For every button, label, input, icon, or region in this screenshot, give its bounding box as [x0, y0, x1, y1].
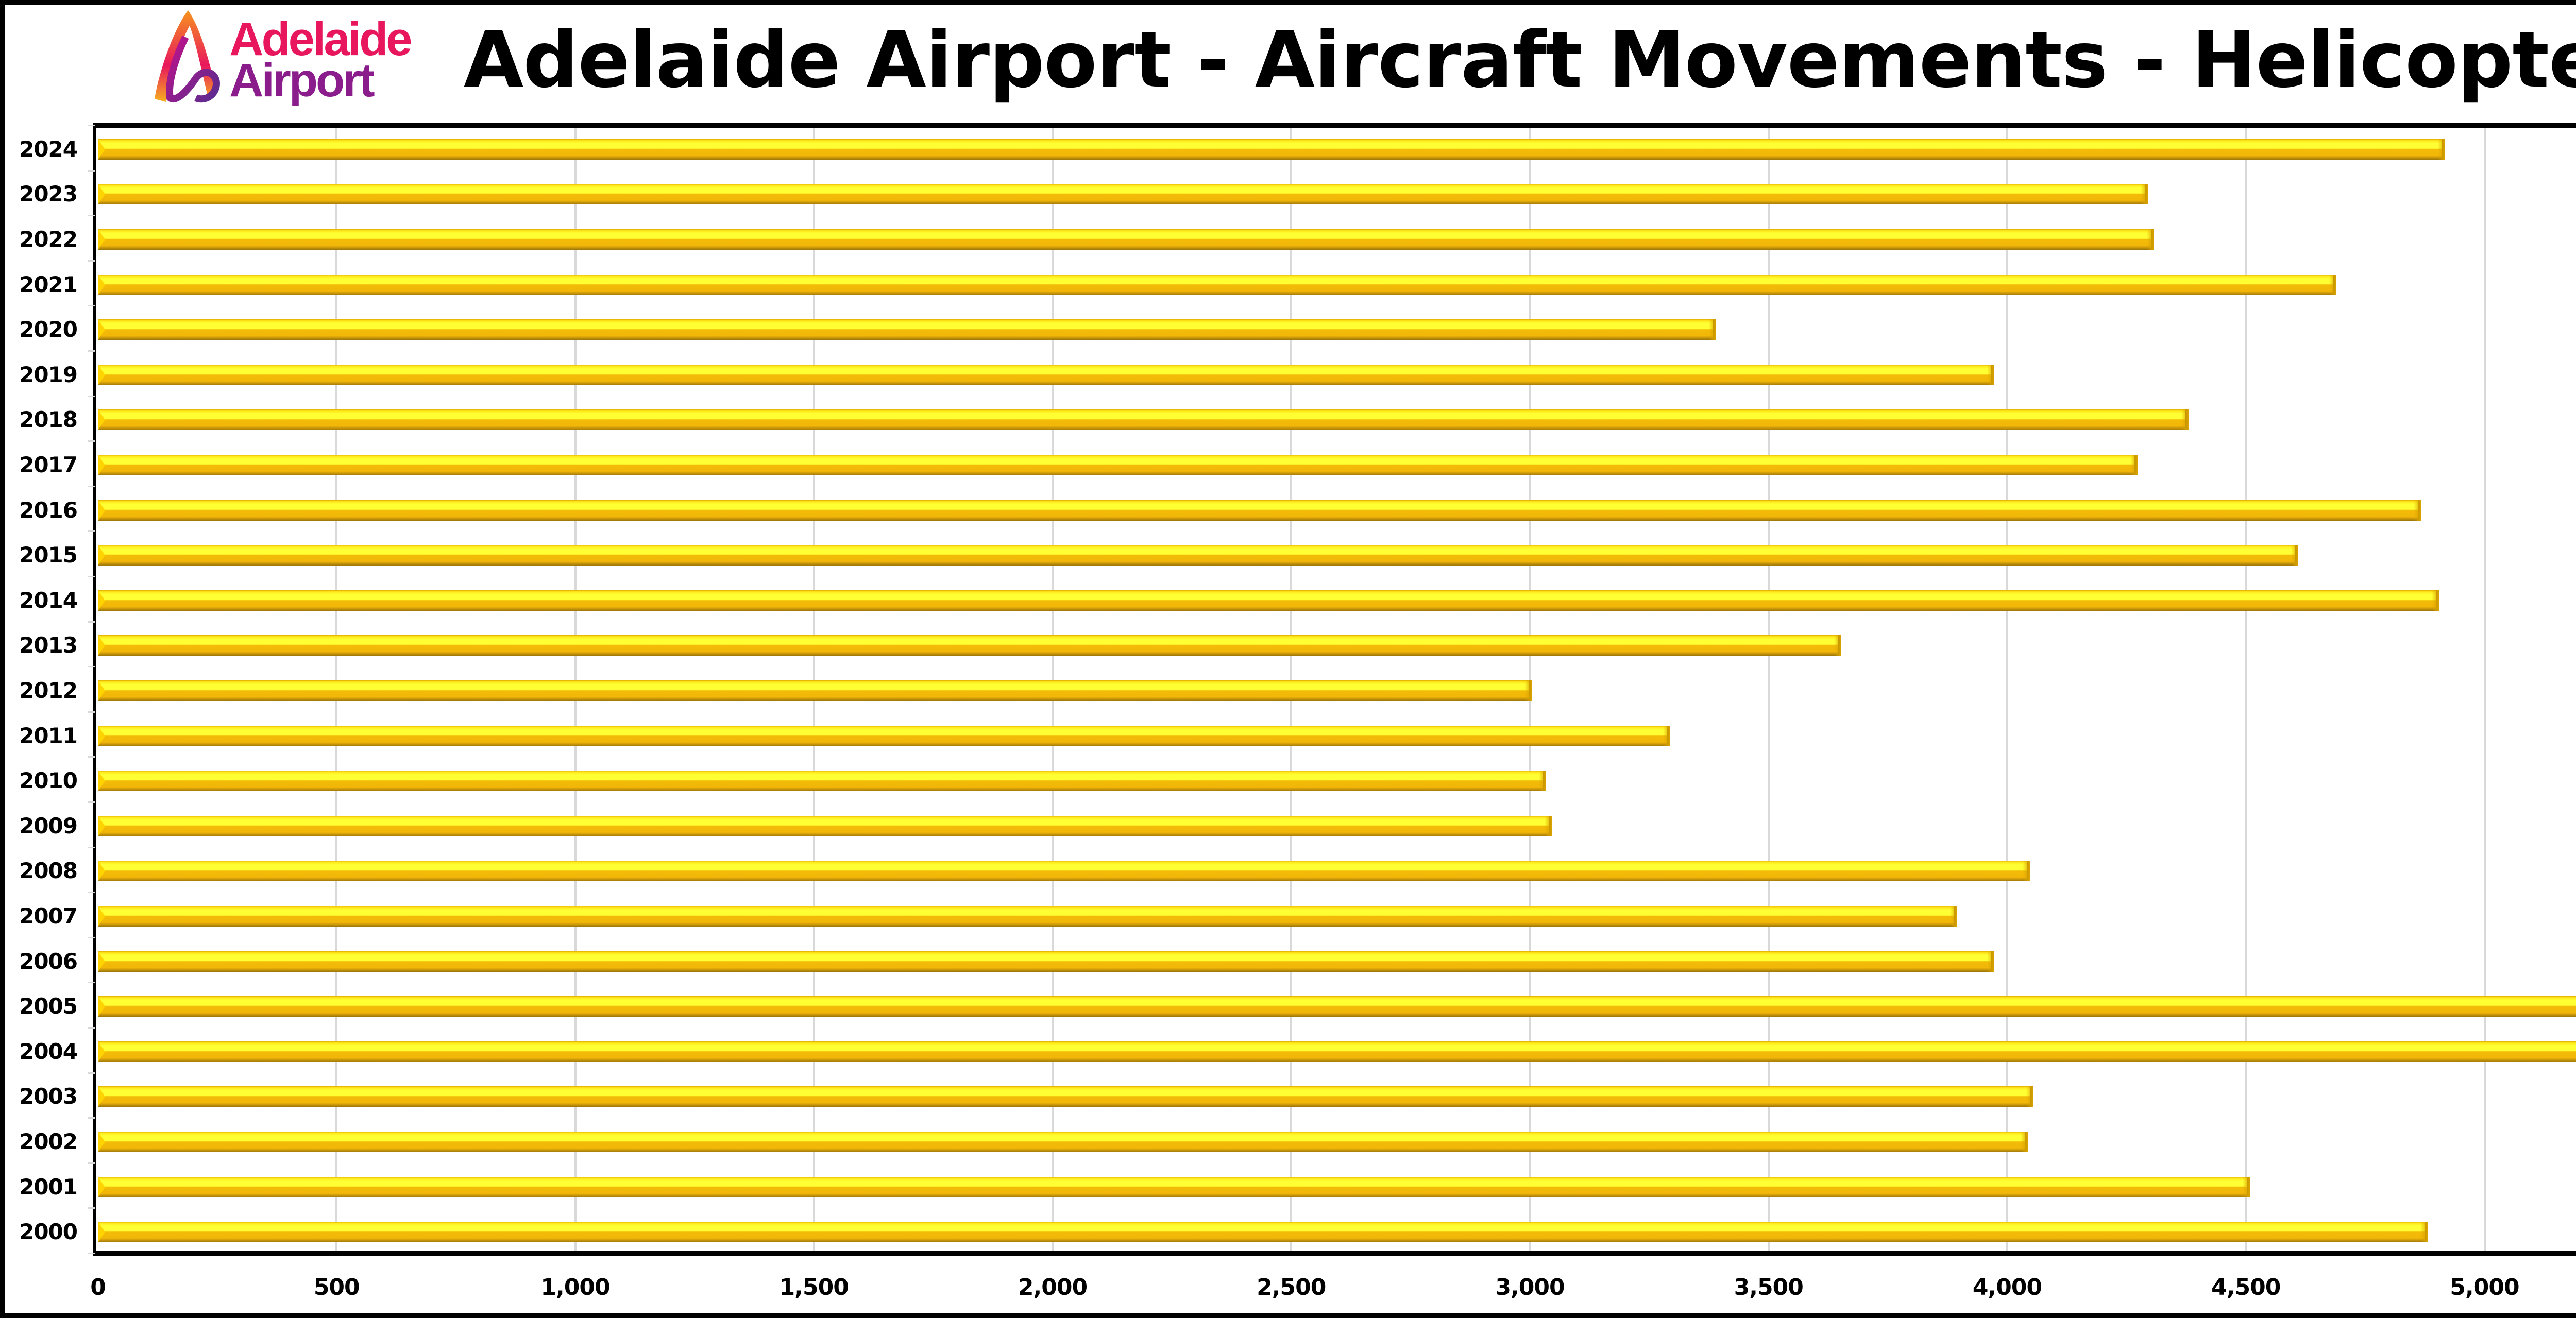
y-category-label: 2024 [19, 136, 78, 162]
y-tick-mark [88, 440, 95, 442]
y-tick-mark [88, 1253, 95, 1254]
y-tick-mark [88, 1072, 95, 1074]
y-tick-mark [88, 530, 95, 533]
x-tick-label: 4,000 [1972, 1274, 2042, 1300]
bar-2014[interactable] [98, 590, 2439, 611]
y-category-label: 2010 [19, 768, 78, 794]
y-tick-mark [88, 846, 95, 848]
y-category-label: 2008 [19, 858, 78, 884]
bar-2017[interactable] [98, 455, 2138, 475]
y-tick-mark [88, 576, 95, 577]
y-tick-mark [88, 666, 95, 668]
y-tick-mark [88, 260, 95, 262]
y-tick-mark [88, 350, 95, 352]
bar-2023[interactable] [98, 184, 2148, 205]
y-tick-mark [88, 892, 95, 894]
y-category-label: 2003 [19, 1084, 78, 1109]
bar-2012[interactable] [98, 680, 1532, 701]
y-category-label: 2002 [19, 1129, 78, 1154]
adelaide-airport-logo: Adelaide Airport [139, 6, 428, 109]
x-tick-label: 500 [313, 1274, 360, 1300]
y-tick-mark [88, 485, 95, 487]
y-category-label: 2015 [19, 542, 78, 568]
y-category-label: 2007 [19, 903, 78, 929]
y-category-label: 2022 [19, 227, 78, 252]
x-tick-label: 0 [90, 1274, 106, 1300]
y-tick-mark [88, 1207, 95, 1209]
logo-text-airport: Airport [229, 54, 375, 107]
chart-title: Adelaide Airport - Aircraft Movements - … [464, 15, 2576, 105]
y-category-label: 2017 [19, 452, 78, 477]
x-tick-label: 1,000 [540, 1274, 610, 1300]
y-tick-mark [88, 1162, 95, 1164]
y-category-label: 2009 [19, 813, 78, 838]
bar-2018[interactable] [98, 409, 2189, 431]
y-category-label: 2023 [19, 181, 78, 207]
y-tick-mark [88, 125, 95, 126]
logo-text-adelaide: Adelaide [229, 13, 412, 65]
y-category-label: 2021 [19, 271, 78, 297]
y-category-label: 2011 [19, 723, 78, 748]
bar-2006[interactable] [98, 951, 1994, 972]
y-tick-mark [88, 215, 95, 217]
y-category-label: 2013 [19, 632, 78, 658]
gridline [2483, 128, 2486, 1251]
bar-2015[interactable] [98, 545, 2299, 566]
y-category-label: 2020 [19, 317, 78, 343]
y-category-label: 2012 [19, 678, 78, 703]
y-tick-mark [88, 305, 95, 307]
bar-2021[interactable] [98, 274, 2337, 295]
bar-2001[interactable] [98, 1176, 2250, 1197]
bar-2004[interactable] [98, 1041, 2576, 1062]
bar-2013[interactable] [98, 635, 1841, 656]
y-tick-mark [88, 801, 95, 803]
bar-2003[interactable] [98, 1086, 2033, 1107]
bar-2024[interactable] [98, 139, 2445, 160]
x-tick-label: 2,000 [1018, 1274, 1088, 1300]
gridline [1767, 128, 1770, 1251]
bar-2020[interactable] [98, 319, 1716, 340]
y-category-label: 2001 [19, 1174, 78, 1200]
x-tick-label: 1,500 [779, 1274, 849, 1300]
y-tick-mark [88, 395, 95, 397]
y-category-label: 2006 [19, 948, 78, 974]
y-tick-mark [88, 621, 95, 623]
bar-2011[interactable] [98, 725, 1670, 746]
bar-2007[interactable] [98, 906, 1957, 927]
gridline [2245, 128, 2247, 1251]
x-tick-label: 4,500 [2211, 1274, 2281, 1300]
y-category-label: 2014 [19, 587, 78, 613]
bar-2000[interactable] [98, 1222, 2428, 1243]
gridline [2006, 128, 2008, 1251]
y-tick-mark [88, 982, 95, 984]
y-category-label: 2004 [19, 1038, 78, 1064]
y-tick-mark [88, 756, 95, 758]
y-category-label: 2018 [19, 407, 78, 433]
bar-2002[interactable] [98, 1132, 2028, 1152]
y-tick-mark [88, 169, 95, 172]
bar-2008[interactable] [98, 861, 2030, 882]
y-tick-mark [88, 936, 95, 938]
bar-2010[interactable] [98, 771, 1546, 792]
bar-2009[interactable] [98, 815, 1552, 836]
x-tick-label: 3,500 [1734, 1274, 1804, 1300]
y-tick-mark [88, 1117, 95, 1119]
x-tick-label: 2,500 [1257, 1274, 1326, 1300]
y-category-label: 2005 [19, 994, 78, 1019]
y-category-label: 2019 [19, 362, 78, 387]
bar-2022[interactable] [98, 229, 2155, 250]
x-tick-label: 5,000 [2450, 1274, 2519, 1300]
bar-2005[interactable] [98, 996, 2576, 1017]
x-tick-label: 3,000 [1495, 1274, 1565, 1300]
y-tick-mark [88, 1027, 95, 1029]
bar-2016[interactable] [98, 500, 2421, 521]
y-tick-mark [88, 711, 95, 713]
bar-2019[interactable] [98, 364, 1994, 385]
y-category-label: 2016 [19, 497, 78, 523]
y-category-label: 2000 [19, 1219, 78, 1245]
adelaide-airport-logo-icon [155, 10, 221, 103]
